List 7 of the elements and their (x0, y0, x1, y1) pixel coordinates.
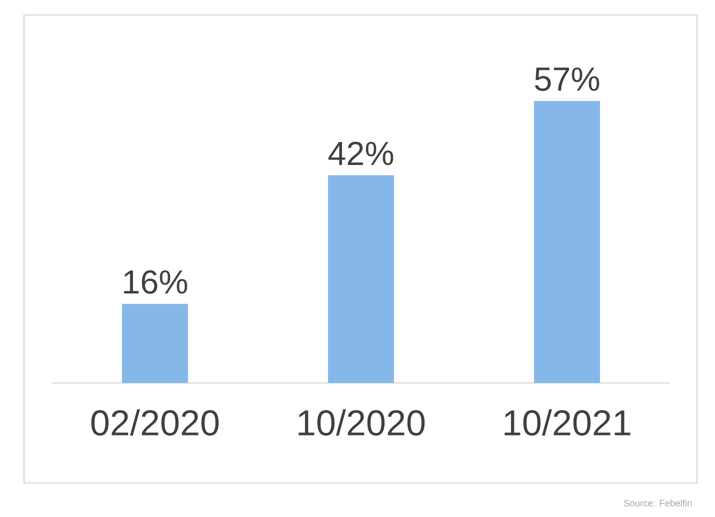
x-tick-label: 10/2020 (298, 409, 425, 436)
x-tick-label: 02/2020 (91, 409, 219, 436)
data-label: 16% (124, 270, 188, 294)
x-tick-label: 10/2021 (504, 409, 630, 436)
source-note: Source: Febelfin (624, 500, 692, 506)
data-label: 42% (328, 142, 394, 166)
data-label: 57% (534, 68, 600, 91)
